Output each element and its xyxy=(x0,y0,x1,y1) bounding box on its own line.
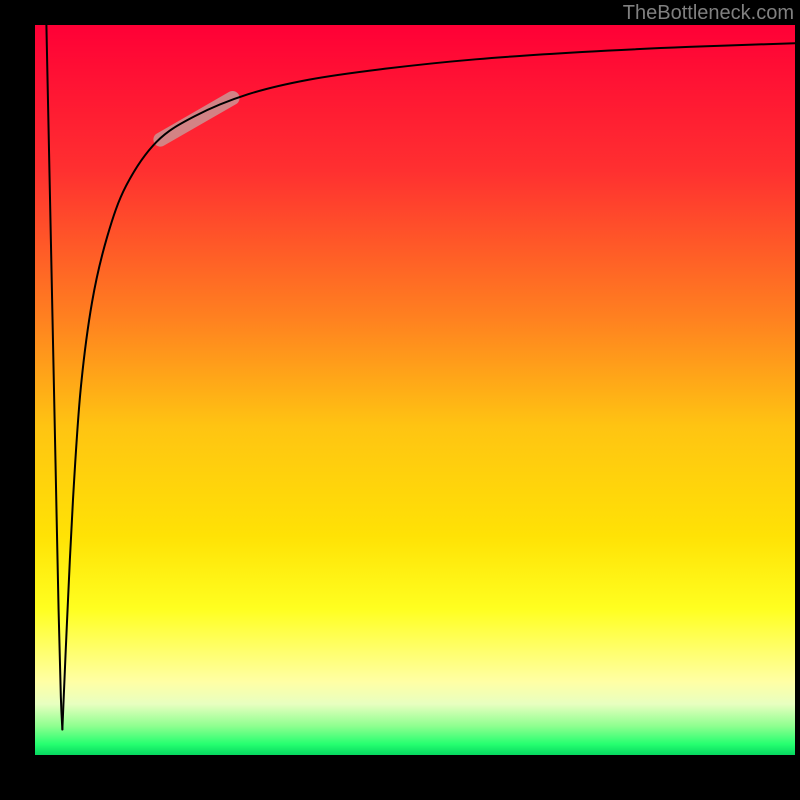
plot-svg xyxy=(35,25,795,755)
plot-background xyxy=(35,25,795,755)
plot-area xyxy=(35,25,795,755)
watermark-text: TheBottleneck.com xyxy=(623,2,794,25)
stage: TheBottleneck.com xyxy=(0,0,800,800)
